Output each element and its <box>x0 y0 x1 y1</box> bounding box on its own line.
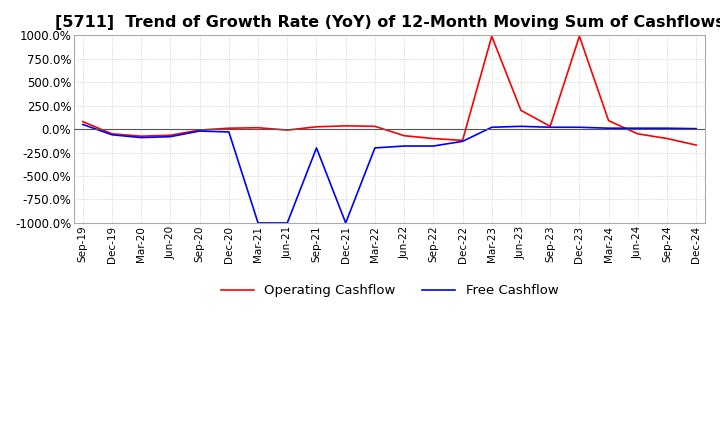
Operating Cashflow <box>312 124 321 129</box>
Free Cashflow <box>312 145 321 150</box>
Free Cashflow <box>400 143 408 149</box>
Free Cashflow <box>341 220 350 226</box>
Free Cashflow <box>166 134 175 139</box>
Free Cashflow <box>225 129 233 135</box>
Free Cashflow <box>78 122 87 127</box>
Free Cashflow <box>283 220 292 226</box>
Free Cashflow <box>634 125 642 131</box>
Operating Cashflow <box>604 118 613 123</box>
Operating Cashflow <box>662 136 671 141</box>
Free Cashflow <box>662 125 671 131</box>
Operating Cashflow <box>108 131 117 136</box>
Free Cashflow <box>604 125 613 131</box>
Operating Cashflow <box>634 131 642 136</box>
Operating Cashflow <box>283 128 292 133</box>
Operating Cashflow <box>253 125 262 130</box>
Operating Cashflow <box>225 125 233 131</box>
Operating Cashflow <box>458 138 467 143</box>
Operating Cashflow <box>371 124 379 129</box>
Free Cashflow <box>253 220 262 226</box>
Free Cashflow <box>108 132 117 137</box>
Operating Cashflow <box>166 132 175 138</box>
Free Cashflow <box>487 125 496 130</box>
Line: Free Cashflow: Free Cashflow <box>83 125 696 223</box>
Operating Cashflow <box>517 108 526 113</box>
Free Cashflow <box>692 126 701 131</box>
Free Cashflow <box>195 128 204 134</box>
Title: [5711]  Trend of Growth Rate (YoY) of 12-Month Moving Sum of Cashflows: [5711] Trend of Growth Rate (YoY) of 12-… <box>55 15 720 30</box>
Free Cashflow <box>429 143 438 149</box>
Operating Cashflow <box>341 123 350 128</box>
Operating Cashflow <box>692 143 701 148</box>
Free Cashflow <box>137 135 145 140</box>
Free Cashflow <box>517 124 526 129</box>
Legend: Operating Cashflow, Free Cashflow: Operating Cashflow, Free Cashflow <box>215 279 564 303</box>
Operating Cashflow <box>546 124 554 129</box>
Operating Cashflow <box>137 133 145 139</box>
Free Cashflow <box>371 145 379 150</box>
Free Cashflow <box>575 125 584 130</box>
Operating Cashflow <box>400 133 408 138</box>
Operating Cashflow <box>429 136 438 141</box>
Operating Cashflow <box>78 119 87 124</box>
Operating Cashflow <box>575 33 584 39</box>
Line: Operating Cashflow: Operating Cashflow <box>83 36 696 145</box>
Free Cashflow <box>458 139 467 144</box>
Free Cashflow <box>546 125 554 130</box>
Operating Cashflow <box>487 33 496 39</box>
Operating Cashflow <box>195 128 204 133</box>
